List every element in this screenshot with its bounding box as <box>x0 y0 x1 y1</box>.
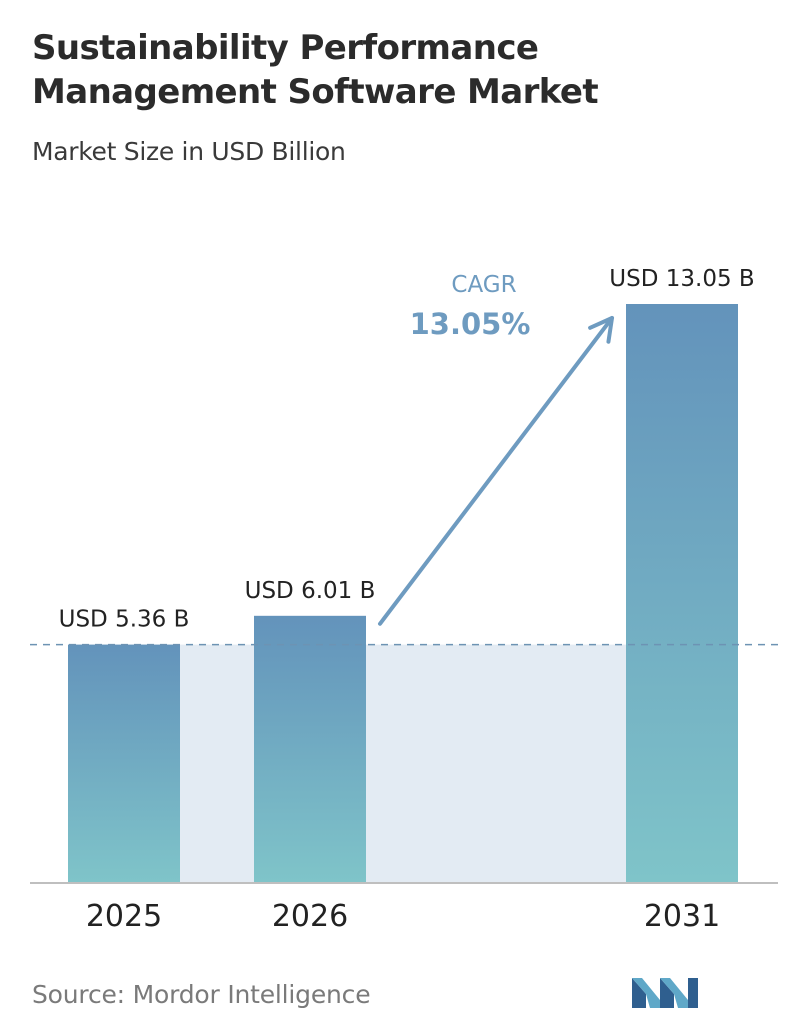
chart-subtitle: Market Size in USD Billion <box>32 137 346 166</box>
bar-2025 <box>68 644 180 882</box>
category-label-2026: 2026 <box>272 899 348 934</box>
source-text: Source: Mordor Intelligence <box>32 980 371 1009</box>
value-label-2026: USD 6.01 B <box>245 578 376 604</box>
bar-2031 <box>626 304 738 882</box>
cagr-arrow-head <box>588 316 614 344</box>
cagr-value: 13.05% <box>410 307 531 341</box>
value-label-2031: USD 13.05 B <box>609 266 754 292</box>
cagr-arrow-shaft <box>378 316 614 626</box>
value-label-2025: USD 5.36 B <box>59 607 190 633</box>
bar-2026 <box>254 615 366 882</box>
bar-chart: USD 5.36 B 2025 USD 6.01 B 2026 USD 13.05 B 2… <box>30 266 778 934</box>
category-label-2031: 2031 <box>644 899 720 934</box>
category-label-2025: 2025 <box>86 899 162 934</box>
cagr-label: CAGR <box>451 272 516 298</box>
mordor-intelligence-logo-icon <box>632 978 698 1008</box>
chart-title: Sustainability Performance Management So… <box>32 28 599 112</box>
